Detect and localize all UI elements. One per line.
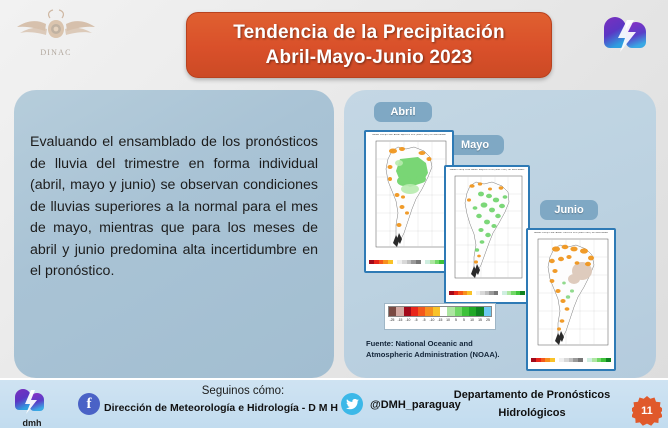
department-label: Departamento de Pronósticos Hidrológicos <box>442 386 622 422</box>
map-title-junio: NMME Precip Prob. Anom. Jun2023 Fcst (le… <box>534 232 608 234</box>
map-figure-mayo <box>454 175 523 279</box>
map-title-abril: NMME Precip Prob. Anom. Apr2023 Fcst (le… <box>372 134 446 136</box>
map-card-abril[interactable]: NMME Precip Prob. Anom. Apr2023 Fcst (le… <box>364 130 454 273</box>
mini-legend-normal <box>475 291 499 295</box>
map-card-mayo[interactable]: NMME Precip Prob. Anom. May2023 Fcst (le… <box>444 165 530 304</box>
description-panel: Evaluando el ensamblado de los pronóstic… <box>14 90 334 378</box>
source-note: Fuente: National Oceanic and Atmospheric… <box>366 338 566 360</box>
map-mini-legends-abril <box>369 260 449 269</box>
page-number: 11 <box>641 405 653 417</box>
footer-dmh-logo: dmh <box>10 383 54 428</box>
precipitation-legend: -25 -15 -10 -5 -5 -10 -15 10 5 5 10 15 25 <box>384 303 496 330</box>
month-tag-abril: Abril <box>374 102 432 122</box>
legend-color-bar <box>388 306 492 317</box>
mini-legend-normal <box>559 358 583 362</box>
mini-legend-below <box>449 291 472 295</box>
department-line-1: Departamento de Pronósticos <box>453 389 611 401</box>
mini-legend-below <box>531 358 555 362</box>
mini-legend-above <box>502 291 525 295</box>
twitter-account-label[interactable]: @DMH_paraguay <box>370 399 461 411</box>
map-figure-abril <box>375 140 447 248</box>
department-line-2: Hidrológicos <box>498 407 566 419</box>
page-number-badge: 11 <box>632 396 662 426</box>
source-line-1: Fuente: National Oceanic and <box>366 339 473 348</box>
facebook-icon-glyph: f <box>86 395 92 412</box>
twitter-bird-glyph <box>345 398 359 409</box>
month-tag-abril-label: Abril <box>390 106 416 118</box>
mini-legend-below <box>369 260 393 264</box>
month-tag-mayo-label: Mayo <box>460 139 490 151</box>
map-title-mayo: NMME Precip Prob. Anom. May2023 Fcst (le… <box>449 169 525 171</box>
cloud-lightning-icon <box>594 8 656 58</box>
twitter-icon[interactable] <box>341 393 363 415</box>
maps-panel: Abril Mayo Junio NMME Precip Prob. Anom.… <box>344 90 656 378</box>
month-tag-mayo: Mayo <box>446 135 504 155</box>
legend-tick-labels: -25 -15 -10 -5 -5 -10 -15 10 5 5 10 15 25 <box>389 318 490 322</box>
source-line-2: Atmospheric Administration (NOAA). <box>366 350 500 359</box>
mini-legend-normal <box>397 260 421 264</box>
map-mini-legends-mayo <box>449 291 525 300</box>
map-card-junio[interactable]: NMME Precip Prob. Anom. Jun2023 Fcst (le… <box>526 228 616 371</box>
month-tag-junio-label: Junio <box>554 204 584 216</box>
footer-dmh-label: dmh <box>22 418 42 428</box>
map-mini-legends-junio <box>531 358 611 367</box>
footer: dmh f Seguinos cómo: Dirección de Meteor… <box>0 378 668 428</box>
title-line-2: Abril-Mayo-Junio 2023 <box>265 47 473 68</box>
description-text: Evaluando el ensamblado de los pronóstic… <box>30 134 318 279</box>
facebook-account-label[interactable]: Dirección de Meteorología e Hidrología -… <box>104 402 338 414</box>
map-figure-junio <box>537 238 609 346</box>
facebook-icon[interactable]: f <box>78 393 100 415</box>
mini-legend-above <box>587 358 611 362</box>
month-tag-junio: Junio <box>540 200 598 220</box>
title-line-1: Tendencia de la Precipitación <box>233 22 505 43</box>
dinac-logo-label: DINAC <box>40 48 72 57</box>
dinac-logo: DINAC <box>14 6 98 58</box>
slide-title-banner: Tendencia de la Precipitación Abril-Mayo… <box>186 12 552 78</box>
seguinos-label: Seguinos cómo: <box>201 385 285 397</box>
